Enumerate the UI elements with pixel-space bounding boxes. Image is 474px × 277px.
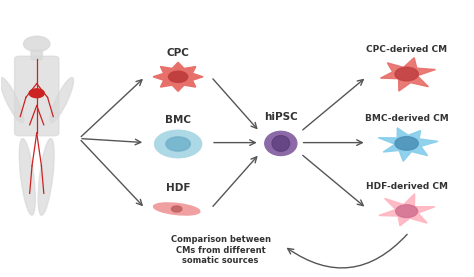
Circle shape <box>395 137 418 150</box>
Text: HDF-derived CM: HDF-derived CM <box>365 182 447 191</box>
Ellipse shape <box>50 78 73 123</box>
Text: BMC-derived CM: BMC-derived CM <box>365 114 448 124</box>
Ellipse shape <box>0 78 24 123</box>
FancyBboxPatch shape <box>31 50 42 60</box>
Circle shape <box>155 130 201 158</box>
Circle shape <box>168 71 188 83</box>
Ellipse shape <box>38 138 54 215</box>
Ellipse shape <box>272 136 290 151</box>
Polygon shape <box>379 194 435 226</box>
Text: HDF: HDF <box>166 183 191 193</box>
Circle shape <box>29 89 44 98</box>
Ellipse shape <box>265 131 297 155</box>
Circle shape <box>396 205 418 217</box>
Text: hiPSC: hiPSC <box>264 112 298 122</box>
Ellipse shape <box>154 203 200 215</box>
Polygon shape <box>153 62 203 91</box>
Polygon shape <box>378 128 438 161</box>
Text: CPC: CPC <box>167 48 190 58</box>
Ellipse shape <box>172 206 182 212</box>
Circle shape <box>395 67 418 81</box>
Ellipse shape <box>19 138 36 215</box>
Polygon shape <box>381 58 436 91</box>
FancyBboxPatch shape <box>15 56 59 136</box>
Circle shape <box>166 137 191 151</box>
Circle shape <box>24 36 50 52</box>
Text: BMC: BMC <box>165 115 191 125</box>
Text: CPC-derived CM: CPC-derived CM <box>366 45 447 54</box>
Text: Comparison between
CMs from different
somatic sources: Comparison between CMs from different so… <box>171 235 271 265</box>
